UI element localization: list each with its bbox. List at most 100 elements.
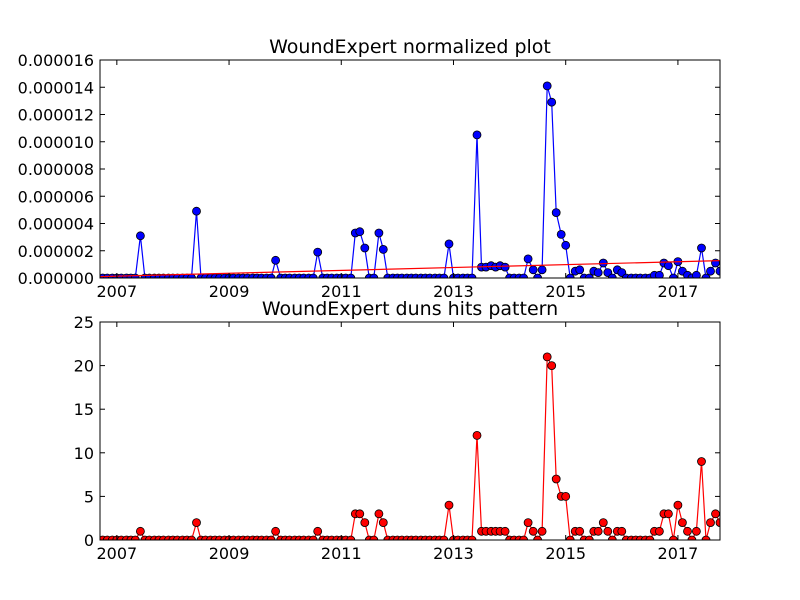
chart-top-data-point — [500, 262, 510, 272]
chart-bottom-data-point — [500, 526, 510, 536]
chart-bottom-data-point — [711, 509, 720, 519]
chart-top-trend-line — [100, 260, 720, 278]
chart-top-data-point — [575, 265, 585, 275]
chart-top-data-point — [547, 97, 557, 107]
chart-top-y-tick-label: 0.000004 — [18, 215, 94, 234]
chart-bottom-x-tick-label: 2011 — [321, 544, 362, 563]
chart-bottom-data-point — [561, 491, 571, 501]
chart-bottom: WoundExpert duns hits pattern 0 5 10 15 20 25… — [74, 298, 721, 563]
chart-top-y-tick-label: 0.000006 — [18, 187, 94, 206]
chart-bottom-data-point — [697, 457, 706, 466]
chart-bottom-data-point — [664, 509, 673, 519]
chart-bottom-data-point — [687, 535, 697, 540]
chart-bottom-data-point — [523, 518, 533, 527]
chart-bottom-y-tick-label: 0 — [84, 531, 94, 550]
chart-top-data-point — [378, 244, 388, 254]
chart-bottom-data-point — [374, 509, 384, 519]
chart-top-y-tick-label: 0.000000 — [18, 269, 94, 288]
chart-bottom-data-point — [346, 535, 356, 540]
chart-bottom-y-tick-label: 10 — [74, 444, 94, 463]
chart-top-axes: 0.000000 0.000002 0.000004 0.000006 0.000008… — [18, 51, 720, 301]
chart-top-data-point — [355, 227, 365, 237]
chart-bottom-data-point — [607, 535, 617, 540]
chart-bottom-title: WoundExpert duns hits pattern — [262, 298, 558, 320]
chart-top-x-tick-label: 2009 — [209, 282, 250, 301]
chart-bottom-data-point — [308, 535, 318, 540]
chart-top-data-point — [561, 240, 571, 250]
chart-top-y-tick-label: 0.000008 — [18, 160, 94, 179]
chart-top-data-point — [692, 270, 701, 278]
chart-top-x-tick-label: 2011 — [321, 282, 362, 301]
chart-top-data-point — [542, 81, 552, 91]
chart-top-data-point — [374, 228, 384, 238]
chart-top-data-point — [584, 273, 594, 278]
chart-top-y-tick-label: 0.000012 — [18, 106, 94, 125]
chart-bottom-data-point — [378, 518, 388, 527]
chart-bottom-data-point — [266, 535, 276, 540]
chart-top-data-point — [308, 273, 318, 278]
chart-bottom-data-point — [669, 535, 678, 540]
chart-top-y-tick-label: 0.000016 — [18, 51, 94, 70]
chart-bottom-x-tick-label: 2013 — [433, 544, 474, 563]
chart-top-data-point — [551, 208, 561, 218]
chart-top-data-point — [467, 273, 477, 278]
chart-top-y-tick-label: 0.000014 — [18, 78, 94, 97]
chart-bottom-data-point — [472, 430, 482, 440]
chart-bottom-data-point — [192, 518, 201, 527]
chart-top-data-point — [271, 255, 281, 265]
chart-bottom-data-point — [187, 535, 196, 540]
chart-bottom-data-point — [617, 526, 627, 536]
chart-top-data-point — [360, 243, 370, 253]
chart-bottom-data-point — [533, 535, 542, 540]
chart-bottom-y-tick-label: 25 — [74, 313, 94, 332]
chart-top-data-point — [444, 239, 454, 249]
chart-bottom-data-point — [603, 526, 613, 536]
chart-bottom-data-point — [678, 518, 687, 527]
chart-bottom-y-tick-label: 20 — [74, 357, 94, 376]
chart-bottom-data-point — [439, 535, 449, 540]
chart-bottom-data-point — [369, 535, 379, 540]
chart-bottom-data-point — [271, 526, 281, 536]
chart-top-x-tick-label: 2017 — [658, 282, 699, 301]
chart-top-data-point — [519, 273, 528, 278]
chart-top-x-tick-label: 2015 — [545, 282, 586, 301]
chart-top-data-point — [706, 266, 715, 276]
chart-bottom-frame — [99, 321, 721, 541]
chart-bottom-data-point — [135, 526, 145, 536]
chart-bottom-y-tick-label: 15 — [74, 400, 94, 419]
chart-bottom-data-point — [519, 535, 528, 540]
chart-top-data-point — [369, 273, 379, 278]
chart-top-data-point — [565, 273, 575, 278]
chart-bottom-data-point — [360, 518, 370, 527]
chart-top: WoundExpert normalized plot 0.000000 0.00… — [18, 36, 721, 301]
chart-bottom-x-tick-label: 2017 — [658, 544, 699, 563]
chart-top-y-tick-label: 0.000010 — [18, 133, 94, 152]
chart-top-data-point — [537, 265, 547, 275]
chart-top-data-point — [556, 229, 566, 239]
chart-top-data-point — [655, 270, 664, 278]
chart-top-data-point — [266, 273, 276, 278]
chart-top-data-point — [697, 243, 706, 253]
chart-bottom-data-point — [542, 352, 552, 362]
chart-bottom-data-point — [692, 526, 701, 536]
chart-top-x-tick-label: 2007 — [96, 282, 137, 301]
chart-bottom-axes: 0 5 10 15 20 25 2007 2009 2011 2013 2015 2017 — [74, 313, 720, 563]
chart-bottom-x-tick-label: 2007 — [96, 544, 137, 563]
chart-top-data-point — [439, 273, 449, 278]
chart-top-data-point — [669, 273, 678, 278]
chart-bottom-data-point — [701, 535, 711, 540]
chart-top-data-point — [472, 130, 482, 140]
chart-bottom-data-point — [547, 361, 557, 371]
chart-top-data-point — [346, 273, 356, 278]
chart-top-data-point — [528, 265, 538, 275]
chart-bottom-data-point — [575, 526, 585, 536]
chart-bottom-data-point — [130, 535, 140, 540]
chart-bottom-data-point — [313, 526, 323, 536]
chart-bottom-data-point — [645, 535, 655, 540]
chart-bottom-data-point — [593, 526, 603, 536]
chart-top-title: WoundExpert normalized plot — [269, 36, 551, 58]
chart-bottom-y-tick-label: 5 — [84, 487, 94, 506]
chart-bottom-data-point — [467, 535, 477, 540]
